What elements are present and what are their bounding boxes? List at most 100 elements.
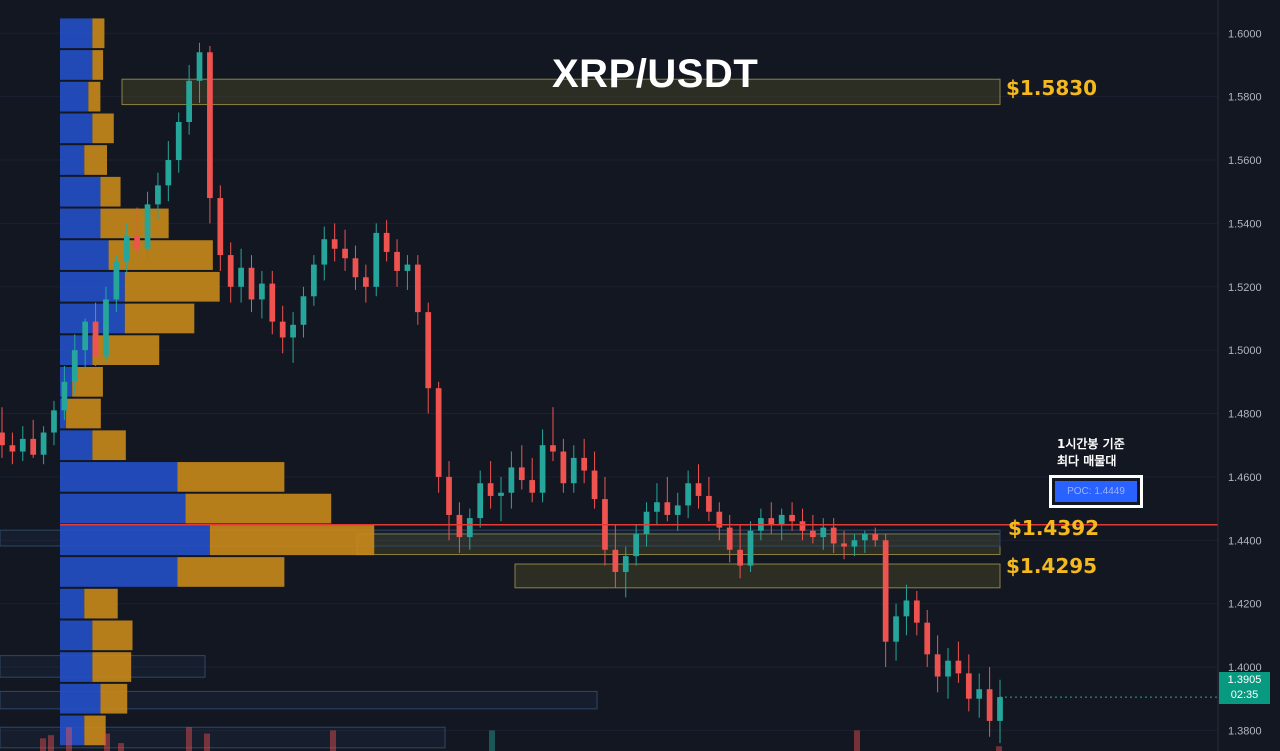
profile-sell-bar — [100, 176, 121, 207]
chart-title: XRP/USDT — [552, 52, 759, 96]
candle-body — [134, 236, 141, 249]
profile-buy-bar — [60, 493, 186, 524]
candle-body — [40, 432, 47, 455]
candle-body — [186, 80, 192, 122]
candle-body — [799, 521, 806, 531]
profile-sell-bar — [209, 525, 375, 556]
profile-sell-bar — [92, 113, 114, 144]
profile-buy-bar — [60, 430, 93, 461]
profile-buy-bar — [60, 683, 101, 714]
poc-annotation: 1시간봉 기준 최다 매물대 — [1057, 436, 1125, 470]
candle-body — [248, 267, 255, 300]
level-label-3: $1.4295 — [1006, 554, 1098, 578]
candle-body — [207, 52, 213, 199]
candle-body — [414, 264, 421, 313]
price-tick-label: 1.4600 — [1228, 472, 1262, 484]
volume-bar — [186, 727, 192, 751]
candle-body — [144, 204, 151, 249]
price-axis: 1.6000 1.5800 1.5600 1.5400 1.5200 1.5000 1.48… — [1217, 0, 1262, 751]
candle-body — [259, 283, 265, 300]
candle-body — [986, 689, 993, 721]
volume-bar — [66, 727, 72, 751]
candle-body — [51, 410, 57, 433]
price-tick-label: 1.5200 — [1228, 282, 1262, 294]
candle-body — [685, 483, 691, 506]
profile-sell-bar — [185, 493, 332, 524]
candle-body — [331, 239, 338, 249]
volume-bar — [204, 733, 210, 751]
candle-body — [913, 600, 920, 623]
price-tick-label: 1.3800 — [1228, 725, 1262, 737]
profile-buy-bar — [60, 715, 85, 746]
volume-bar — [854, 730, 860, 751]
candle-body — [9, 445, 16, 452]
volume-bar — [104, 733, 110, 751]
profile-sell-bar — [88, 81, 101, 112]
candle-body — [570, 457, 577, 484]
candle-body — [529, 480, 536, 493]
candle-body — [383, 232, 390, 252]
candle-body — [550, 445, 556, 452]
candle-body — [466, 518, 473, 538]
candle-body — [695, 483, 702, 496]
candle-body — [737, 549, 743, 566]
profile-buy-bar — [60, 588, 85, 619]
profile-buy-bar — [60, 176, 101, 207]
profile-buy-bar — [60, 50, 93, 80]
candle-countdown: 02:35 — [1230, 689, 1259, 701]
volume-bar — [118, 743, 124, 751]
candle-body — [945, 660, 951, 677]
support-box — [0, 690, 598, 710]
candle-body — [352, 258, 359, 278]
candle-body — [113, 261, 120, 300]
candle-body — [924, 622, 931, 655]
candle-body — [706, 495, 712, 512]
profile-buy-bar — [60, 18, 93, 49]
candle-body — [279, 321, 286, 338]
candle-body — [238, 267, 244, 287]
candle-body — [394, 251, 400, 271]
profile-buy-bar — [60, 81, 89, 112]
volume-bar — [489, 730, 495, 751]
candle-body — [830, 527, 837, 544]
candle-body — [362, 277, 369, 287]
candle-body — [103, 299, 109, 357]
profile-sell-bar — [92, 652, 132, 682]
candle-body — [165, 160, 172, 186]
candle-body — [425, 312, 432, 389]
profile-sell-bar — [124, 271, 220, 302]
candle-body — [716, 511, 723, 528]
profile-buy-bar — [60, 620, 93, 651]
candle-body — [30, 438, 37, 455]
grid-lines — [0, 32, 1218, 731]
profile-sell-bar — [84, 588, 118, 619]
volume-bar — [48, 735, 54, 751]
candle-body — [820, 527, 827, 538]
profile-sell-bar — [100, 683, 128, 714]
candle-body — [311, 264, 317, 297]
candle-body — [446, 476, 452, 515]
poc-annotation-line-1: 1시간봉 기준 — [1057, 437, 1125, 451]
candle-body — [903, 600, 910, 617]
candles — [0, 42, 1003, 751]
candle-body — [155, 185, 161, 205]
profile-sell-bar — [100, 208, 169, 239]
candle-body — [269, 283, 276, 322]
candle-body — [342, 248, 348, 259]
level-label-1: $1.5830 — [1006, 76, 1098, 100]
candle-body — [61, 381, 68, 411]
candle-body — [227, 255, 234, 287]
profile-buy-bar — [60, 398, 67, 429]
candle-body — [841, 543, 847, 547]
profile-buy-bar — [60, 145, 85, 175]
candle-body — [123, 236, 130, 262]
candle-body — [872, 533, 879, 541]
profile-sell-bar — [92, 430, 126, 461]
candle-body — [373, 232, 380, 287]
price-tick-label: 1.5000 — [1228, 345, 1262, 357]
candle-body — [976, 689, 983, 699]
candle-body — [882, 540, 889, 642]
price-tick-label: 1.5600 — [1228, 155, 1262, 167]
profile-sell-bar — [84, 145, 108, 175]
